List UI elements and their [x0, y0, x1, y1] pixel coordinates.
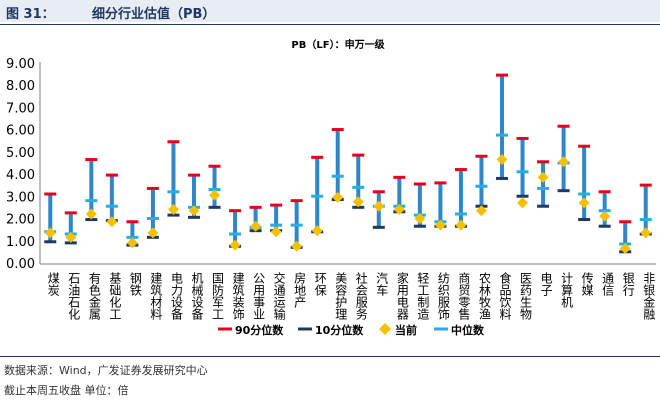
y-tick-label: 7.00: [6, 101, 35, 116]
figure-label: 图 31：: [6, 7, 55, 22]
x-tick-label: 电子: [539, 272, 553, 296]
x-tick-label: 建筑材料: [149, 272, 163, 320]
x-tick-label: 有色金属: [87, 272, 101, 321]
current-marker: [311, 225, 323, 237]
pb-range-chart: PB（LF）：申万一级 0.00 1.00 2.00 3.00 4.00 5.00 6.00 7…: [6, 38, 656, 337]
legend-label: 中位数: [451, 323, 485, 337]
current-marker: [291, 240, 303, 252]
x-tick-label: 非银金融: [642, 272, 656, 321]
current-marker: [167, 204, 179, 216]
current-marker: [640, 227, 652, 239]
x-tick-label: 通信: [601, 272, 615, 297]
current-marker: [496, 154, 508, 166]
x-tick-label: 煤炭: [46, 272, 60, 297]
x-tick-label: 国防军工: [211, 272, 225, 320]
x-tick-label: 环保: [313, 272, 327, 296]
current-marker: [85, 208, 97, 220]
legend-label: 10分位数: [315, 323, 364, 337]
y-tick-label: 6.00: [6, 124, 35, 139]
footer-divider: [0, 356, 660, 357]
x-tick-label: 商贸零售: [457, 271, 471, 320]
x-tick-label: 美容护理: [334, 272, 348, 320]
y-tick-label: 9.00: [6, 57, 35, 72]
x-tick-label: 钢铁: [128, 272, 142, 296]
current-marker: [332, 191, 344, 203]
x-tick-label: 纺织服饰: [436, 272, 450, 320]
x-tick-label: 农林牧渔: [477, 272, 491, 320]
current-marker: [599, 210, 611, 222]
data-source-note: 数据来源：Wind，广发证券发展研究中心: [4, 364, 208, 377]
current-marker: [517, 197, 529, 209]
current-marker: [44, 227, 56, 239]
chart-title: PB（LF）：申万一级: [291, 38, 385, 51]
x-tick-label: 轻工制造: [416, 272, 430, 320]
x-tick-label: 电力设备: [169, 272, 183, 321]
x-tick-label: 医药生物: [519, 272, 533, 320]
figure-title: 细分行业估值（PB）: [92, 7, 216, 22]
current-marker: [229, 239, 241, 251]
x-tick-label: 基础化工: [108, 272, 122, 320]
x-tick-label: 家用电器: [395, 271, 409, 321]
current-marker: [188, 205, 200, 217]
x-tick-label: 交通运输: [272, 271, 286, 321]
y-tick-label: 4.00: [6, 168, 35, 183]
current-marker: [270, 226, 282, 238]
current-marker: [434, 219, 446, 231]
x-tick-label: 汽车: [375, 271, 389, 297]
current-marker: [352, 196, 364, 208]
current-marker: [209, 189, 221, 201]
x-tick-label: 建筑装饰: [231, 272, 245, 320]
figure-header: 图 31： 细分行业估值（PB）: [0, 0, 660, 22]
current-marker: [393, 204, 405, 216]
x-tick-label: 传媒: [580, 271, 594, 296]
x-tick-label: 计算机: [560, 272, 574, 308]
x-tick-label: 房地产: [293, 271, 307, 309]
current-marker: [455, 219, 467, 231]
current-marker: [578, 197, 590, 209]
y-tick-label: 5.00: [6, 146, 35, 161]
legend-swatch: [379, 323, 391, 335]
current-marker: [619, 242, 631, 254]
y-tick-label: 2.00: [6, 213, 35, 228]
current-marker: [414, 212, 426, 224]
x-tick-label: 石油石化: [67, 272, 81, 321]
legend-label: 90分位数: [235, 323, 284, 337]
current-marker: [373, 200, 385, 212]
current-marker: [126, 237, 138, 249]
current-marker: [147, 227, 159, 239]
legend-label: 当前: [395, 323, 417, 337]
y-tick-label: 1.00: [6, 235, 35, 250]
current-marker: [250, 220, 262, 232]
header-divider: [0, 24, 660, 25]
current-marker: [106, 216, 118, 228]
unit-note: 截止本周五收盘 单位：倍: [4, 384, 129, 397]
x-tick-label: 公用事业: [252, 272, 266, 320]
x-tick-label: 银行: [621, 272, 635, 296]
current-marker: [537, 171, 549, 183]
y-tick-label: 0.00: [6, 257, 35, 272]
current-marker: [558, 156, 570, 168]
x-tick-label: 食品饮料: [498, 271, 512, 320]
x-tick-label: 社会服务: [354, 271, 368, 320]
current-marker: [65, 231, 77, 243]
y-tick-label: 8.00: [6, 79, 35, 94]
y-tick-label: 3.00: [6, 190, 35, 205]
x-tick-label: 机械设备: [190, 272, 204, 321]
current-marker: [475, 205, 487, 217]
